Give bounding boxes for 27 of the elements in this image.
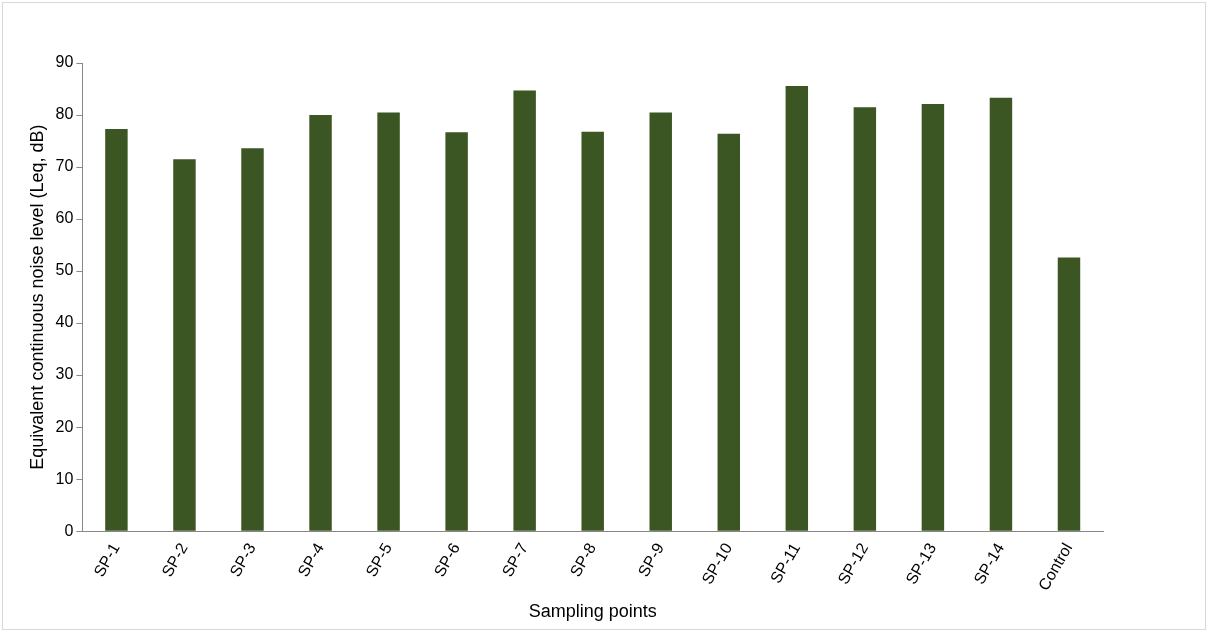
bar [785, 85, 809, 531]
y-tick-label: 60 [55, 209, 74, 227]
y-tick-label: 0 [64, 521, 74, 539]
y-tick-label: 50 [55, 261, 74, 279]
bar [309, 115, 332, 531]
bar [241, 148, 264, 531]
bar [921, 104, 945, 531]
bar [173, 159, 196, 531]
y-tick-label: 20 [55, 417, 74, 435]
y-tick-label: 80 [55, 105, 74, 123]
bar [1057, 257, 1081, 531]
bar [377, 112, 400, 531]
bar [717, 133, 741, 531]
bar [513, 90, 536, 531]
y-tick-label: 10 [55, 469, 74, 487]
y-axis-title: Equivalent continuous noise level (Leq, dB) [26, 124, 47, 470]
bar [853, 107, 877, 531]
y-tick-label: 90 [55, 53, 74, 71]
bar [445, 132, 468, 531]
bar [105, 129, 128, 531]
bar [649, 112, 672, 531]
y-tick-label: 30 [55, 365, 74, 383]
x-axis-title: Sampling points [528, 601, 657, 622]
bar [581, 131, 604, 531]
y-tick-label: 70 [55, 157, 74, 175]
bar [989, 97, 1013, 531]
y-tick-label: 40 [55, 313, 74, 331]
